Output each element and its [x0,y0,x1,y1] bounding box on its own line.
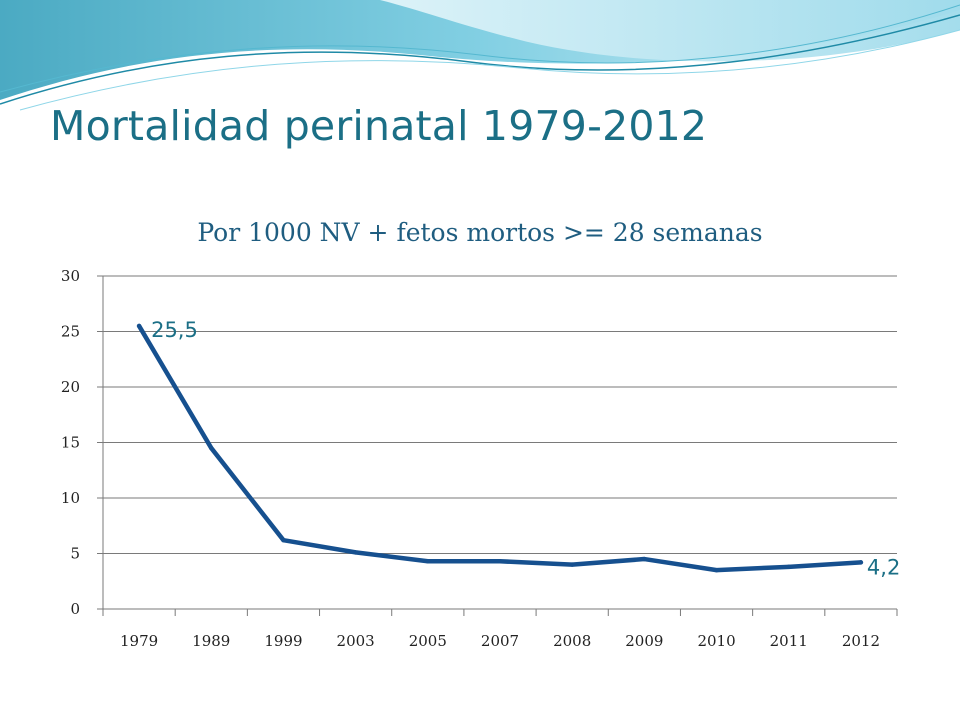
data-label: 25,5 [151,318,198,342]
x-tick-label: 1979 [120,632,158,650]
data-point [642,556,647,562]
y-tick-label: 20 [61,378,80,396]
series-layer [136,323,864,573]
y-tick-label: 30 [61,267,80,285]
x-tick-label: 2011 [770,632,808,650]
y-tick-label: 0 [70,600,80,618]
data-point [858,560,864,565]
x-tick-label: 2008 [553,632,591,650]
x-tick-labels: 1979 1989 1999 2003 2005 2007 2008 2009 2010 2011… [120,632,880,650]
y-tick-label: 15 [61,434,80,452]
data-point [569,562,575,567]
y-tick-label: 10 [61,489,80,507]
chart-title: Por 1000 NV + fetos mortos >= 28 semanas [197,218,763,247]
data-point [209,445,214,451]
data-label: 4,2 [867,555,900,579]
data-point [714,567,719,573]
data-point [136,323,142,329]
x-tick-label: 1999 [264,632,302,650]
x-tick-label: 2009 [625,632,663,650]
x-tick-label: 1989 [192,632,230,650]
x-tick-label: 2007 [481,632,519,650]
data-labels: 25,5 4,2 [151,318,900,579]
y-tick-labels: 0 5 10 15 20 25 30 [61,267,80,618]
gridlines [103,275,897,554]
series-line [136,323,864,573]
data-point [353,550,358,555]
data-point [786,564,791,570]
y-tick-label: 25 [61,323,80,341]
x-tick-label: 2003 [337,632,375,650]
x-tick-label: 2005 [409,632,447,650]
chart-axes [97,275,898,616]
x-tick-label: 2010 [697,632,735,650]
page-title: Mortalidad perinatal 1979-2012 [50,102,708,150]
y-tick-label: 5 [70,545,80,563]
data-point [497,559,503,564]
x-tick-label: 2012 [842,632,880,650]
data-point [425,559,431,564]
header-wave-decoration [0,0,960,111]
data-point [281,537,286,543]
